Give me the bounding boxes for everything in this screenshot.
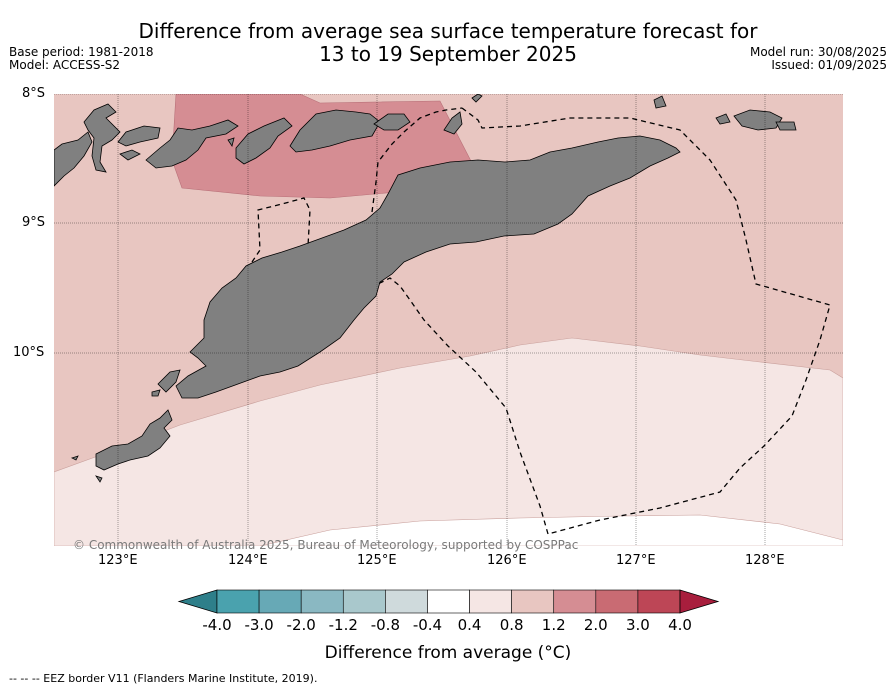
meta-right: Model run: 30/08/2025 Issued: 01/09/2025 [750, 46, 887, 72]
colorbar-extend-low [177, 589, 218, 614]
model-run: Model run: 30/08/2025 [749, 45, 887, 59]
colorbar-tick-label: 3.0 [625, 616, 650, 634]
colorbar-tick-label: 0.8 [499, 616, 524, 634]
colorbar-segment [216, 589, 260, 614]
lon-label-123e: 123°E [98, 553, 138, 568]
map-title-line2: 13 to 19 September 2025 [319, 42, 577, 66]
map-gridlines [54, 94, 843, 546]
flores-island [54, 131, 93, 187]
island-n1 [83, 103, 121, 173]
lon-label-125e: 125°E [357, 553, 397, 568]
colorbar-segment [385, 589, 428, 614]
anomaly-band-below-0-4 [259, 514, 843, 546]
colorbar-segment [427, 589, 470, 614]
copyright-text: © Commonwealth of Australia 2025, Bureau… [73, 538, 579, 552]
colorbar-label: Difference from average (°C) [324, 643, 572, 663]
colorbar-tick-label: -3.0 [244, 616, 274, 634]
colorbar-tick-label: -0.4 [412, 616, 443, 634]
island-n7 [373, 113, 411, 131]
colorbar-segment [300, 589, 344, 614]
lat-label-10s: 10°S [13, 345, 45, 360]
sumba-island [95, 409, 173, 471]
colorbar [177, 589, 720, 614]
small-island-left [151, 389, 161, 397]
island-n3 [119, 149, 141, 161]
eez-border-north [371, 107, 463, 213]
eez-legend-footer: -- -- -- EEZ border V11 (Flanders Marine… [9, 672, 318, 685]
map-plot-area [54, 94, 843, 546]
island-n13 [715, 113, 731, 125]
island-n10 [653, 95, 667, 109]
lon-label-124e: 124°E [228, 553, 268, 568]
colorbar-tick-label: 4.0 [668, 616, 692, 634]
island-n8 [443, 111, 463, 135]
island-n12 [775, 121, 797, 131]
colorbar-tick-label: 0.4 [457, 616, 482, 634]
meta-left: Base period: 1981-2018 Model: ACCESS-S2 [9, 46, 154, 72]
lat-label-9s: 9°S [22, 215, 46, 230]
issued-date: Issued: 01/09/2025 [771, 58, 887, 72]
base-period: Base period: 1981-2018 [9, 45, 154, 59]
colorbar-segment [595, 589, 639, 614]
lon-label-128e: 128°E [745, 553, 785, 568]
colorbar-tick-label: -4.0 [202, 616, 232, 634]
colorbar-extend-high [679, 589, 720, 614]
island-n4 [145, 119, 239, 169]
anomaly-band-0-4-0-8 [54, 337, 843, 546]
model-name: Model: ACCESS-S2 [9, 58, 121, 72]
island-n2 [117, 125, 161, 147]
eez-border-south [377, 277, 549, 535]
colorbar-segment [553, 589, 597, 614]
lon-label-126e: 126°E [487, 553, 527, 568]
colorbar-segment [637, 589, 681, 614]
colorbar-segment [511, 589, 555, 614]
lat-label-8s: 8°S [22, 86, 46, 101]
tiny-island-sw [95, 475, 103, 483]
colorbar-tick-label: -0.8 [370, 616, 400, 634]
lon-label-127e: 127°E [616, 553, 656, 568]
colorbar-tick-label: -1.2 [328, 616, 358, 634]
island-n9 [471, 94, 483, 103]
colorbar-segment [469, 589, 512, 614]
colorbar-tick-label: 1.2 [541, 616, 566, 634]
eez-border-east [461, 107, 831, 535]
colorbar-segment [342, 589, 386, 614]
timor-island [175, 135, 681, 399]
map-title: Difference from average sea surface temp… [0, 20, 896, 66]
map-title-line1: Difference from average sea surface temp… [138, 19, 758, 43]
rote-island [157, 369, 181, 393]
island-n5 [235, 117, 293, 165]
colorbar-tick-label: -2.0 [286, 616, 316, 634]
colorbar-tick-label: 2.0 [583, 616, 608, 634]
island-n14 [227, 137, 235, 147]
tiny-island-sw2 [70, 455, 79, 461]
colorbar-segment [258, 589, 302, 614]
